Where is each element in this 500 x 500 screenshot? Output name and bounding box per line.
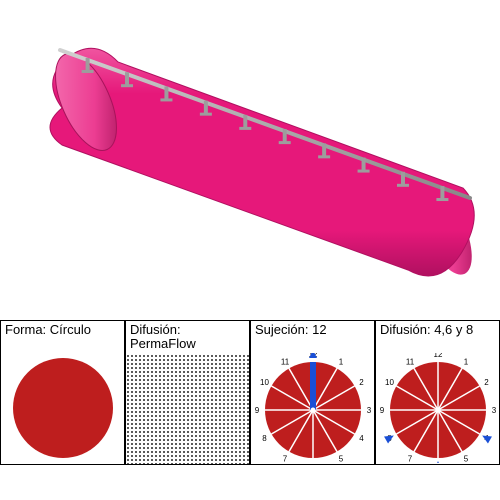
svg-text:11: 11: [280, 357, 289, 366]
svg-text:12: 12: [433, 353, 442, 359]
svg-text:2: 2: [484, 378, 489, 387]
svg-text:10: 10: [260, 378, 269, 387]
difusion1-body: [126, 354, 249, 464]
svg-text:7: 7: [407, 454, 412, 463]
forma-label: Forma: Círculo: [1, 321, 124, 351]
forma-circle: [13, 358, 113, 458]
info-panels-row: Forma: Círculo Difusión: PermaFlow Sujec…: [0, 320, 500, 465]
cylinder-3d-view: [0, 0, 500, 320]
difusion2-clock: 121234567891011: [378, 353, 498, 463]
svg-text:4: 4: [359, 434, 364, 443]
forma-body: [1, 351, 124, 464]
svg-text:11: 11: [405, 357, 414, 366]
sujecion-clock: 121234567891011: [253, 353, 373, 463]
permaflow-pattern: [126, 354, 249, 464]
panel-forma: Forma: Círculo: [0, 320, 125, 465]
svg-text:7: 7: [282, 454, 287, 463]
panel-sujecion: Sujeción: 12 121234567891011: [250, 320, 375, 465]
svg-text:9: 9: [254, 406, 259, 415]
panel-difusion-468: Difusión: 4,6 y 8 121234567891011: [375, 320, 500, 465]
svg-text:5: 5: [338, 454, 343, 463]
cylinder-svg: [0, 0, 500, 320]
sujecion-label: Sujeción: 12: [251, 321, 374, 351]
difusion2-label: Difusión: 4,6 y 8: [376, 321, 499, 351]
panel-difusion-permaflow: Difusión: PermaFlow: [125, 320, 250, 465]
difusion2-body: 121234567891011: [376, 351, 499, 464]
svg-text:3: 3: [366, 406, 371, 415]
svg-text:2: 2: [359, 378, 364, 387]
svg-text:10: 10: [385, 378, 394, 387]
sujecion-body: 121234567891011: [251, 351, 374, 464]
difusion1-label: Difusión: PermaFlow: [126, 321, 249, 354]
svg-text:9: 9: [379, 406, 384, 415]
svg-text:6: 6: [310, 462, 315, 463]
svg-text:8: 8: [262, 434, 267, 443]
svg-text:1: 1: [463, 357, 468, 366]
svg-text:5: 5: [463, 454, 468, 463]
svg-text:3: 3: [491, 406, 496, 415]
svg-text:1: 1: [338, 357, 343, 366]
